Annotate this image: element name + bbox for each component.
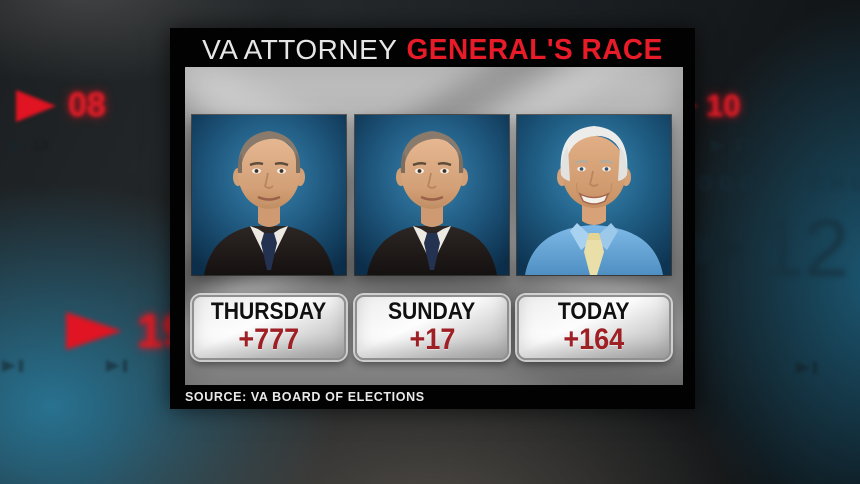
male-portrait-blue-shirt (517, 115, 671, 275)
result-card: SUNDAY +17 (355, 295, 509, 360)
title-highlight: GENERAL'S RACE (406, 33, 663, 65)
silver-panel: THURSDAY +777 (185, 67, 683, 385)
result-card: TODAY +164 (517, 295, 671, 360)
dark-arrow-icon (8, 138, 24, 153)
clock-number: 17 (734, 137, 752, 154)
day-label: SUNDAY (388, 298, 476, 325)
dark-arrow-icon (686, 229, 742, 269)
clock-number: 13 (32, 137, 49, 154)
clock-number: 08 (68, 86, 106, 124)
playhead-mark-icon (106, 360, 127, 372)
clock-marker-12: 12 (686, 208, 849, 290)
title-prefix: VA ATTORNEY (202, 33, 398, 65)
dark-arrow-icon (710, 139, 726, 153)
faint-label: ODO (697, 173, 761, 195)
vote-margin: +777 (238, 323, 300, 356)
playhead-mark-icon (2, 360, 23, 372)
faint-label: CHU (810, 173, 860, 195)
clock-marker-08: 08 (16, 86, 106, 125)
male-portrait-dark-suit (192, 115, 346, 275)
clock-number: 10 (706, 88, 741, 123)
candidate-portrait-1 (192, 115, 346, 275)
clock-marker-17: 17 (710, 137, 752, 155)
day-label: TODAY (558, 298, 630, 325)
graphic-title: VA ATTORNEY GENERAL'S RACE (170, 28, 695, 69)
playhead-mark-icon (796, 362, 817, 374)
source-bar: SOURCE: VA BOARD OF ELECTIONS (185, 385, 425, 409)
clock-number: 12 (758, 203, 850, 294)
clock-marker-13: 13 (8, 137, 49, 154)
vote-margin: +17 (409, 323, 455, 356)
faint-label: ODO (0, 175, 54, 198)
red-arrow-icon (16, 89, 56, 122)
day-label: THURSDAY (211, 298, 327, 325)
candidate-portrait-2 (355, 115, 509, 275)
result-card: THURSDAY +777 (192, 295, 346, 360)
vote-margin: +164 (563, 323, 625, 356)
candidate-portrait-3 (517, 115, 671, 275)
male-portrait-dark-suit (355, 115, 509, 275)
race-graphic-panel: VA ATTORNEY GENERAL'S RACE (170, 28, 695, 409)
faint-label: CH (127, 175, 170, 198)
red-arrow-icon (66, 311, 122, 350)
source-attribution: SOURCE: VA BOARD OF ELECTIONS (185, 390, 425, 404)
